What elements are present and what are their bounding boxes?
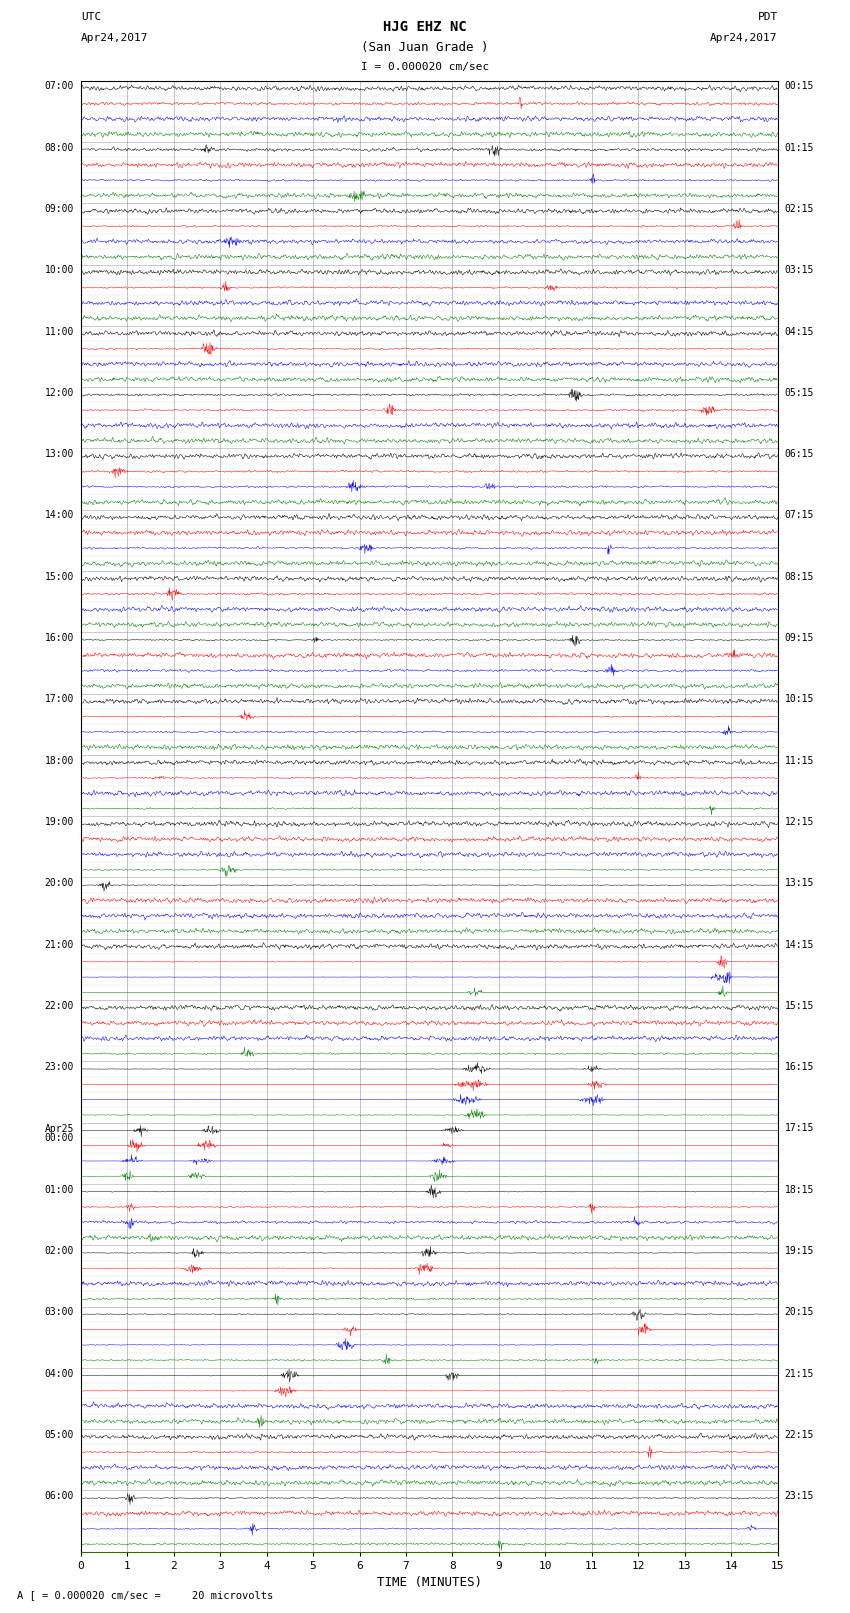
Text: Apr24,2017: Apr24,2017	[81, 32, 148, 44]
Text: 16:00: 16:00	[44, 632, 74, 644]
Text: 10:00: 10:00	[44, 265, 74, 276]
Text: 09:00: 09:00	[44, 203, 74, 215]
Text: 09:15: 09:15	[785, 632, 814, 644]
Text: 03:15: 03:15	[785, 265, 814, 276]
Text: 14:15: 14:15	[785, 939, 814, 950]
Text: 13:00: 13:00	[44, 448, 74, 460]
Text: 15:00: 15:00	[44, 571, 74, 582]
Text: 12:00: 12:00	[44, 387, 74, 398]
Text: 19:15: 19:15	[785, 1245, 814, 1257]
Text: A [ = 0.000020 cm/sec =     20 microvolts: A [ = 0.000020 cm/sec = 20 microvolts	[17, 1590, 273, 1600]
Text: 18:00: 18:00	[44, 755, 74, 766]
Text: 22:00: 22:00	[44, 1000, 74, 1011]
Text: 10:15: 10:15	[785, 694, 814, 705]
Text: 21:00: 21:00	[44, 939, 74, 950]
Text: 13:15: 13:15	[785, 877, 814, 889]
Text: 01:00: 01:00	[44, 1184, 74, 1195]
Text: 05:15: 05:15	[785, 387, 814, 398]
Text: 17:00: 17:00	[44, 694, 74, 705]
Text: Apr25: Apr25	[44, 1124, 74, 1134]
Text: 11:15: 11:15	[785, 755, 814, 766]
Text: 07:15: 07:15	[785, 510, 814, 521]
Text: 20:00: 20:00	[44, 877, 74, 889]
Text: 03:00: 03:00	[44, 1307, 74, 1318]
Text: 01:15: 01:15	[785, 142, 814, 153]
Text: 18:15: 18:15	[785, 1184, 814, 1195]
Text: 07:00: 07:00	[44, 81, 74, 92]
Text: UTC: UTC	[81, 11, 101, 23]
Text: 23:00: 23:00	[44, 1061, 74, 1073]
Text: 19:00: 19:00	[44, 816, 74, 827]
Text: 06:15: 06:15	[785, 448, 814, 460]
Text: 00:15: 00:15	[785, 81, 814, 92]
Text: 14:00: 14:00	[44, 510, 74, 521]
Text: 00:00: 00:00	[44, 1134, 74, 1144]
Text: 17:15: 17:15	[785, 1123, 814, 1134]
Text: 23:15: 23:15	[785, 1490, 814, 1502]
Text: 06:00: 06:00	[44, 1490, 74, 1502]
Text: 22:15: 22:15	[785, 1429, 814, 1440]
Text: 04:00: 04:00	[44, 1368, 74, 1379]
Text: 15:15: 15:15	[785, 1000, 814, 1011]
Text: 08:15: 08:15	[785, 571, 814, 582]
Text: 16:15: 16:15	[785, 1061, 814, 1073]
Text: I = 0.000020 cm/sec: I = 0.000020 cm/sec	[361, 63, 489, 73]
Text: (San Juan Grade ): (San Juan Grade )	[361, 40, 489, 55]
X-axis label: TIME (MINUTES): TIME (MINUTES)	[377, 1576, 482, 1589]
Text: 21:15: 21:15	[785, 1368, 814, 1379]
Text: 04:15: 04:15	[785, 326, 814, 337]
Text: 20:15: 20:15	[785, 1307, 814, 1318]
Text: 08:00: 08:00	[44, 142, 74, 153]
Text: Apr24,2017: Apr24,2017	[711, 32, 778, 44]
Text: 05:00: 05:00	[44, 1429, 74, 1440]
Text: PDT: PDT	[757, 11, 778, 23]
Text: 02:15: 02:15	[785, 203, 814, 215]
Text: 11:00: 11:00	[44, 326, 74, 337]
Text: 02:00: 02:00	[44, 1245, 74, 1257]
Text: HJG EHZ NC: HJG EHZ NC	[383, 19, 467, 34]
Text: 12:15: 12:15	[785, 816, 814, 827]
